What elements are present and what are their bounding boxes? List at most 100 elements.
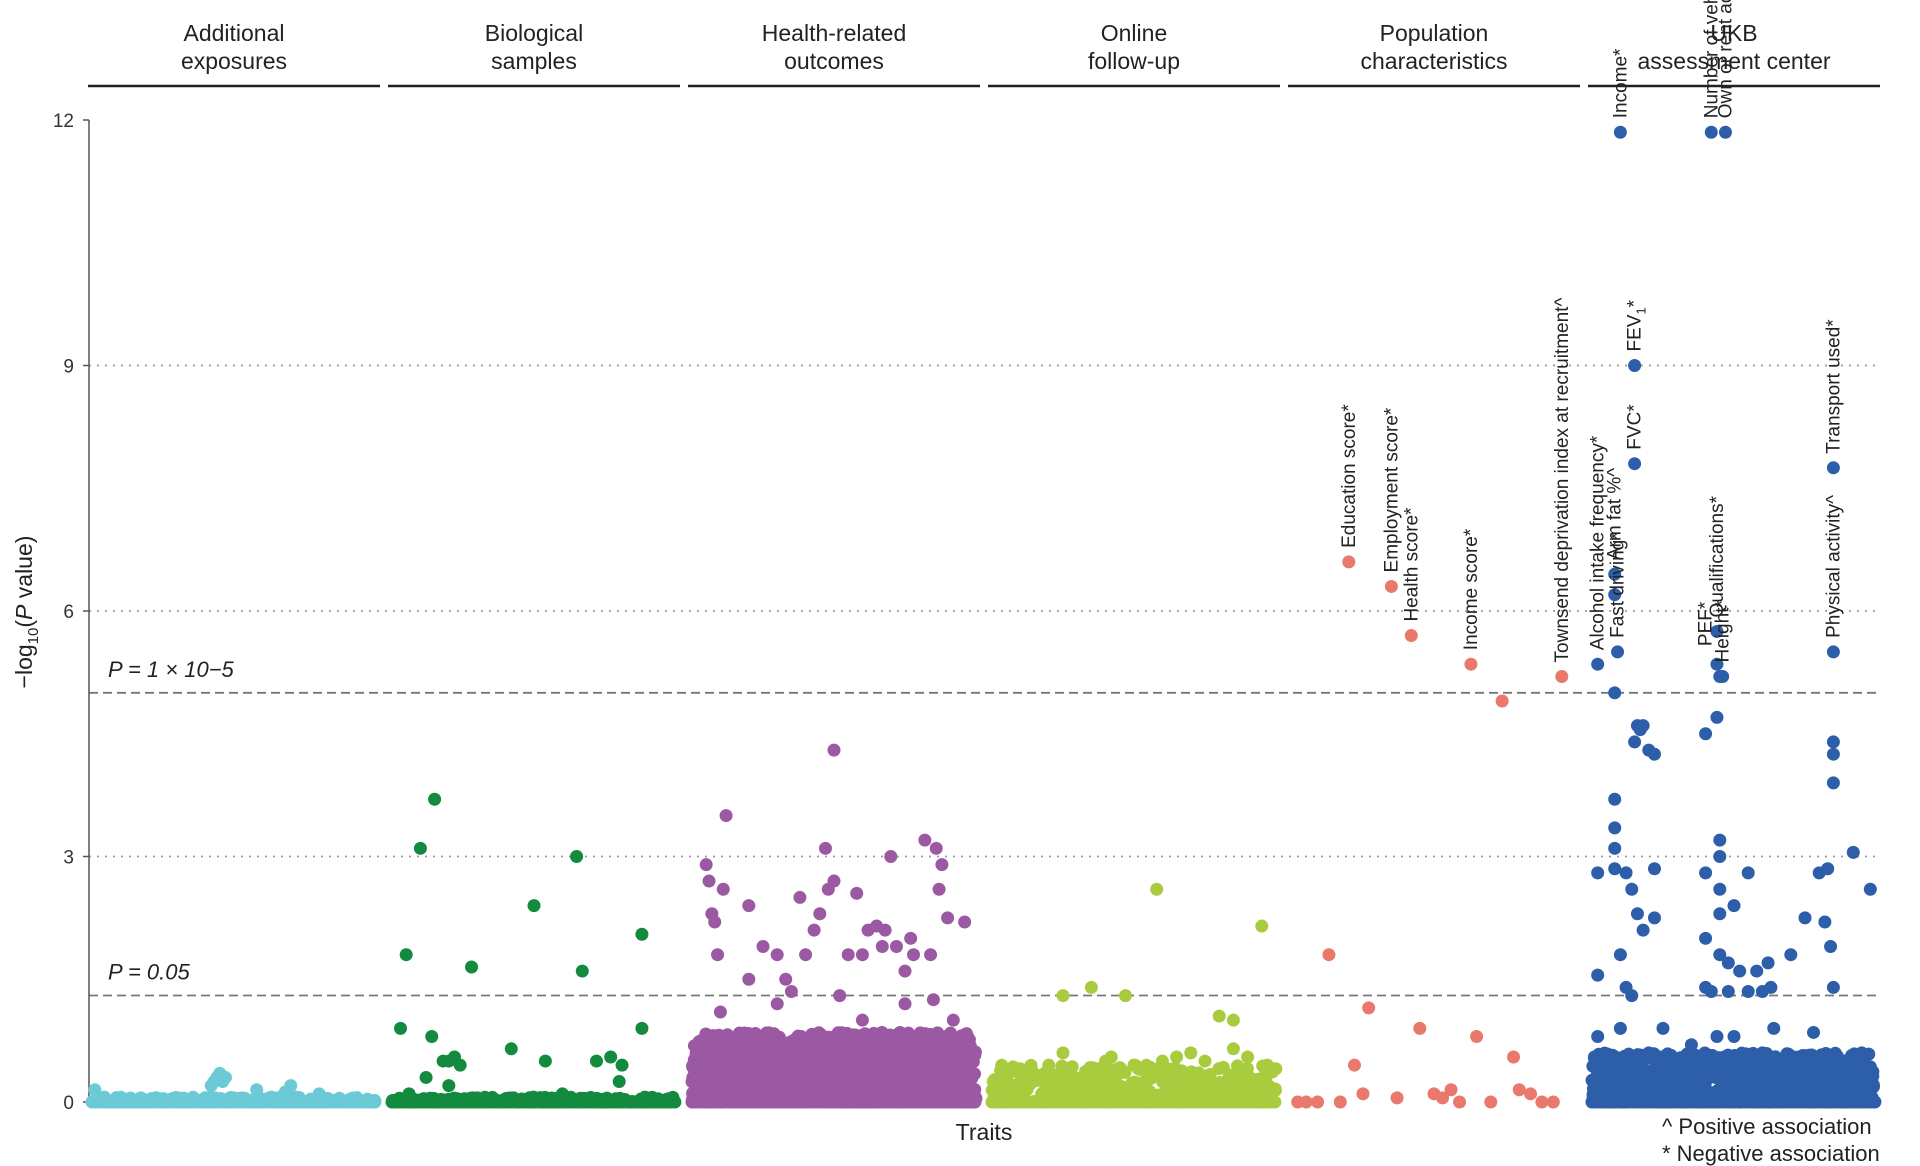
baseline-point — [1811, 1064, 1825, 1078]
data-point-population-characteristics — [1453, 1095, 1467, 1109]
data-point-ukb-assessment-center — [1628, 359, 1642, 372]
category-header-ukb-assessment-center: UKB assessment center — [1637, 20, 1830, 74]
data-point-population-characteristics — [1436, 1091, 1450, 1105]
annotation-income: Income* — [1610, 48, 1631, 118]
data-point-ukb-assessment-center — [1841, 1070, 1855, 1084]
threshold-labels: P = 1 × 10−5 P = 0.05 — [108, 657, 235, 985]
baseline-point — [1212, 1062, 1226, 1076]
data-point-health-related-outcomes — [699, 858, 713, 872]
baseline-point — [1001, 1082, 1015, 1096]
threshold-label-0: P = 1 × 10−5 — [108, 657, 235, 682]
data-point-ukb-assessment-center — [1642, 1046, 1656, 1060]
baseline-point — [1783, 1079, 1797, 1093]
data-point-health-related-outcomes — [827, 874, 841, 888]
baseline-point — [862, 1083, 876, 1097]
data-point-online-follow-up — [1226, 1013, 1240, 1027]
baseline-point — [1257, 1072, 1271, 1086]
baseline-point — [946, 1047, 960, 1061]
data-point-online-follow-up — [1028, 1070, 1042, 1084]
data-point-health-related-outcomes — [813, 907, 827, 921]
baseline-point — [810, 1056, 824, 1070]
annotation-pef: PEF* — [1696, 601, 1717, 646]
legend-entry-0: ^ Positive association — [1662, 1114, 1872, 1139]
data-point-health-related-outcomes — [756, 940, 770, 954]
data-point-online-follow-up — [1084, 980, 1098, 994]
data-point-health-related-outcomes — [855, 1013, 869, 1027]
data-point-online-follow-up — [1260, 1058, 1274, 1072]
data-point-ukb-assessment-center — [1608, 792, 1622, 806]
data-point-population-characteristics — [1362, 1001, 1376, 1015]
data-point-ukb-assessment-center — [1647, 862, 1661, 876]
data-point-health-related-outcomes — [770, 948, 784, 962]
data-point-ukb-assessment-center — [1846, 845, 1860, 859]
data-point-biological-samples — [604, 1050, 618, 1064]
data-point-biological-samples — [465, 960, 479, 974]
baseline-point — [1862, 1084, 1876, 1098]
data-point-ukb-assessment-center — [1784, 948, 1798, 962]
data-point-online-follow-up — [1155, 1054, 1169, 1068]
baseline-point — [833, 1029, 847, 1043]
baseline-point — [1864, 1072, 1878, 1086]
data-point-ukb-assessment-center — [1630, 907, 1644, 921]
baseline-point — [1702, 1055, 1716, 1069]
annotation-arm-fat: Arm fat %^ — [1605, 468, 1626, 560]
data-point-health-related-outcomes — [799, 948, 813, 962]
data-point-population-characteristics — [1413, 1021, 1427, 1035]
data-point-online-follow-up — [1255, 919, 1269, 933]
baseline-point — [918, 1045, 932, 1059]
data-point-online-follow-up — [1104, 1050, 1118, 1064]
data-point-ukb-assessment-center — [1764, 980, 1778, 994]
baseline-point — [1201, 1083, 1215, 1097]
y-tick-label-6: 6 — [63, 602, 74, 623]
data-point-additional-exposures — [218, 1070, 232, 1084]
baseline-point — [730, 1045, 744, 1059]
data-point-population-characteristics — [1524, 1087, 1538, 1101]
data-points — [85, 125, 1882, 1109]
baseline-point — [687, 1039, 701, 1053]
baseline-point — [1798, 1077, 1812, 1091]
baseline-point — [706, 1078, 720, 1092]
baseline-point — [1758, 1078, 1772, 1092]
data-point-population-characteristics — [1347, 1058, 1361, 1072]
baseline-point — [1734, 1074, 1748, 1088]
baseline-point — [876, 1083, 890, 1097]
data-point-health-related-outcomes — [770, 997, 784, 1011]
baseline-point — [1748, 1056, 1762, 1070]
data-point-population-characteristics — [1484, 1095, 1498, 1109]
data-point-population-characteristics — [1333, 1095, 1347, 1109]
baseline-point — [914, 1069, 928, 1083]
data-point-ukb-assessment-center — [1608, 841, 1622, 855]
annotation-income-score: Income score* — [1461, 528, 1482, 650]
baseline-point — [1645, 1079, 1659, 1093]
data-point-ukb-assessment-center — [1710, 624, 1724, 638]
baseline-point — [928, 1036, 942, 1050]
annotation-fev1: FEV1* — [1625, 299, 1649, 351]
baseline-point — [852, 1038, 866, 1052]
annotation-own-or-rent-accommodation: Own or rent accommodation* — [1715, 0, 1736, 118]
data-point-ukb-assessment-center — [1826, 776, 1840, 790]
baseline-point — [958, 1081, 972, 1095]
baseline-point — [1626, 1082, 1640, 1096]
data-point-biological-samples — [555, 1087, 569, 1101]
data-point-ukb-assessment-center — [1741, 985, 1755, 999]
category-header-population-characteristics: Population characteristics — [1361, 20, 1508, 74]
data-point-ukb-assessment-center — [1755, 1046, 1769, 1060]
data-point-biological-samples — [442, 1079, 456, 1093]
data-point-biological-samples — [635, 1021, 649, 1035]
baseline-point — [1000, 1070, 1014, 1084]
baseline-point — [1631, 1051, 1645, 1065]
data-point-ukb-assessment-center — [1721, 985, 1735, 999]
data-point-ukb-assessment-center — [1591, 866, 1605, 880]
baseline-point — [1198, 1074, 1212, 1088]
baseline-point — [368, 1095, 382, 1109]
annotation-fast-driving: Fast driving* — [1608, 532, 1629, 638]
data-point-biological-samples — [589, 1054, 603, 1068]
baseline-point — [768, 1037, 782, 1051]
baseline-point — [968, 1095, 982, 1109]
data-point-ukb-assessment-center — [1611, 645, 1625, 659]
data-point-health-related-outcomes — [884, 850, 898, 863]
data-point-health-related-outcomes — [904, 931, 918, 945]
baseline-point — [967, 1067, 981, 1081]
data-point-ukb-assessment-center — [1713, 833, 1727, 847]
baseline-point — [800, 1078, 814, 1092]
